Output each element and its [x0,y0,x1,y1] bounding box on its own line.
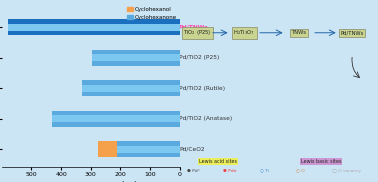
Text: ○ Ti: ○ Ti [260,169,269,173]
Text: ● Pdᴪ: ● Pdᴪ [223,169,237,173]
Text: ○ O: ○ O [296,169,305,173]
Legend: Cyclohexanol, Cyclohexanone: Cyclohexanol, Cyclohexanone [127,7,177,20]
Text: Pd/TNWs: Pd/TNWs [179,25,208,30]
Text: Pd/TiO2 (Anatase): Pd/TiO2 (Anatase) [179,116,232,121]
Bar [92,50,180,66]
Bar [98,141,117,157]
Text: H$_2$Ti$_3$O$_7$: H$_2$Ti$_3$O$_7$ [233,28,256,37]
Text: Pd/TiO2 (Rutile): Pd/TiO2 (Rutile) [179,86,225,91]
Text: TiO$_2$ (P25): TiO$_2$ (P25) [183,28,211,37]
X-axis label: Synthesis rate / mmol $\mathregular{g_{Pd}^{-1}}$ $\mathregular{h^{-1}}$: Synthesis rate / mmol $\mathregular{g_{P… [43,179,138,182]
Text: Pd/TNWs: Pd/TNWs [341,30,364,35]
Bar [92,54,180,61]
Text: ● Pd°: ● Pd° [187,169,200,173]
Text: Pd/CeO2: Pd/CeO2 [179,147,204,152]
Bar [8,23,180,31]
Bar [117,146,180,153]
Text: TNWs: TNWs [292,30,307,35]
Bar [52,115,180,122]
Bar [82,85,180,92]
Text: Lewis basic sites: Lewis basic sites [301,159,341,164]
Bar [117,141,180,157]
Bar [8,19,180,35]
Text: ◯ O vacancy: ◯ O vacancy [332,169,361,173]
Text: Lewis acid sites: Lewis acid sites [199,159,237,164]
Bar [82,80,180,96]
Bar [52,111,180,126]
Text: Pd/TiO2 (P25): Pd/TiO2 (P25) [179,55,219,60]
